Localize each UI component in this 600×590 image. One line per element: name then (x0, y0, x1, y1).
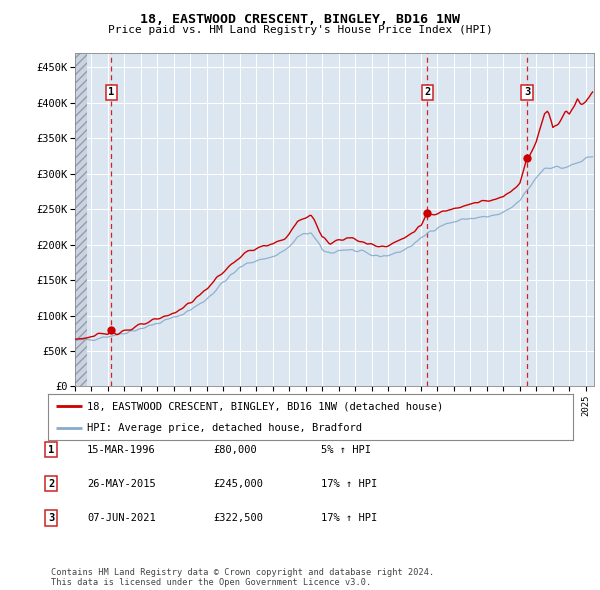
Text: 5% ↑ HPI: 5% ↑ HPI (321, 445, 371, 454)
Text: 3: 3 (48, 513, 54, 523)
Text: £322,500: £322,500 (213, 513, 263, 523)
Text: 17% ↑ HPI: 17% ↑ HPI (321, 513, 377, 523)
Text: 2: 2 (424, 87, 431, 97)
Bar (75, 53, 88, 386)
Text: £80,000: £80,000 (213, 445, 257, 454)
Text: 15-MAR-1996: 15-MAR-1996 (87, 445, 156, 454)
Text: HPI: Average price, detached house, Bradford: HPI: Average price, detached house, Brad… (88, 423, 362, 433)
Text: 2: 2 (48, 479, 54, 489)
Text: 1: 1 (48, 445, 54, 454)
Text: £245,000: £245,000 (213, 479, 263, 489)
Text: 26-MAY-2015: 26-MAY-2015 (87, 479, 156, 489)
Text: 3: 3 (524, 87, 530, 97)
Text: 18, EASTWOOD CRESCENT, BINGLEY, BD16 1NW (detached house): 18, EASTWOOD CRESCENT, BINGLEY, BD16 1NW… (88, 401, 443, 411)
Text: Price paid vs. HM Land Registry's House Price Index (HPI): Price paid vs. HM Land Registry's House … (107, 25, 493, 35)
Text: 07-JUN-2021: 07-JUN-2021 (87, 513, 156, 523)
Text: 17% ↑ HPI: 17% ↑ HPI (321, 479, 377, 489)
Text: 18, EASTWOOD CRESCENT, BINGLEY, BD16 1NW: 18, EASTWOOD CRESCENT, BINGLEY, BD16 1NW (140, 13, 460, 26)
Text: Contains HM Land Registry data © Crown copyright and database right 2024.
This d: Contains HM Land Registry data © Crown c… (51, 568, 434, 587)
Text: 1: 1 (108, 87, 115, 97)
